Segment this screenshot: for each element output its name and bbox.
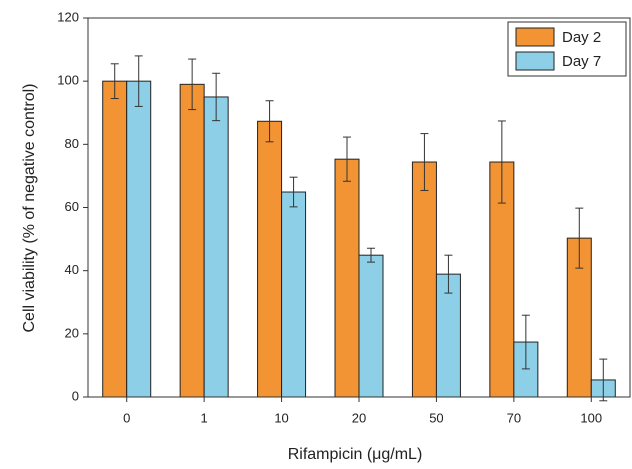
x-tick-label: 50: [429, 410, 443, 425]
x-axis-title: Rifampicin (μg/mL): [288, 446, 423, 463]
bar: [126, 80, 152, 398]
y-tick-label: 20: [65, 325, 79, 340]
error-bar: [212, 72, 221, 122]
error-bar: [188, 58, 197, 111]
plot-frame: [87, 17, 631, 398]
bar: [334, 158, 360, 398]
error-bar: [444, 254, 453, 294]
x-tick-label: 1: [201, 410, 208, 425]
error-bar: [367, 247, 375, 263]
y-tick-label: 40: [65, 262, 79, 277]
error-bar: [420, 133, 429, 191]
y-tick-label: 120: [57, 9, 79, 24]
error-bar: [497, 120, 506, 204]
x-tick-label: 70: [507, 410, 521, 425]
bar: [179, 83, 205, 398]
y-tick-label: 100: [57, 73, 79, 88]
x-tick-label: 10: [274, 410, 288, 425]
bar: [435, 273, 461, 398]
bar: [411, 161, 437, 398]
y-tick-label: 60: [65, 199, 79, 214]
x-tick-label: 20: [352, 410, 366, 425]
bar: [257, 120, 283, 398]
error-bar: [521, 314, 530, 370]
x-tick-label: 100: [580, 410, 602, 425]
y-tick-label: 0: [72, 388, 79, 403]
error-bar: [134, 55, 143, 107]
error-bar: [289, 176, 298, 208]
bar: [203, 96, 229, 398]
error-bar: [343, 136, 351, 182]
error-bar: [599, 358, 608, 402]
error-bar: [575, 207, 584, 269]
error-bar: [265, 100, 274, 143]
legend-label: Day 2: [562, 29, 601, 46]
bar: [281, 191, 307, 398]
bar: [102, 80, 128, 398]
legend-swatch: [515, 51, 555, 71]
bar: [358, 254, 384, 398]
legend-swatch: [515, 27, 555, 47]
legend-label: Day 7: [562, 53, 601, 70]
error-bar: [110, 63, 119, 100]
x-tick-label: 0: [123, 410, 130, 425]
y-tick-label: 80: [65, 136, 79, 151]
y-axis-title: Cell viability (% of negative control): [21, 84, 38, 333]
